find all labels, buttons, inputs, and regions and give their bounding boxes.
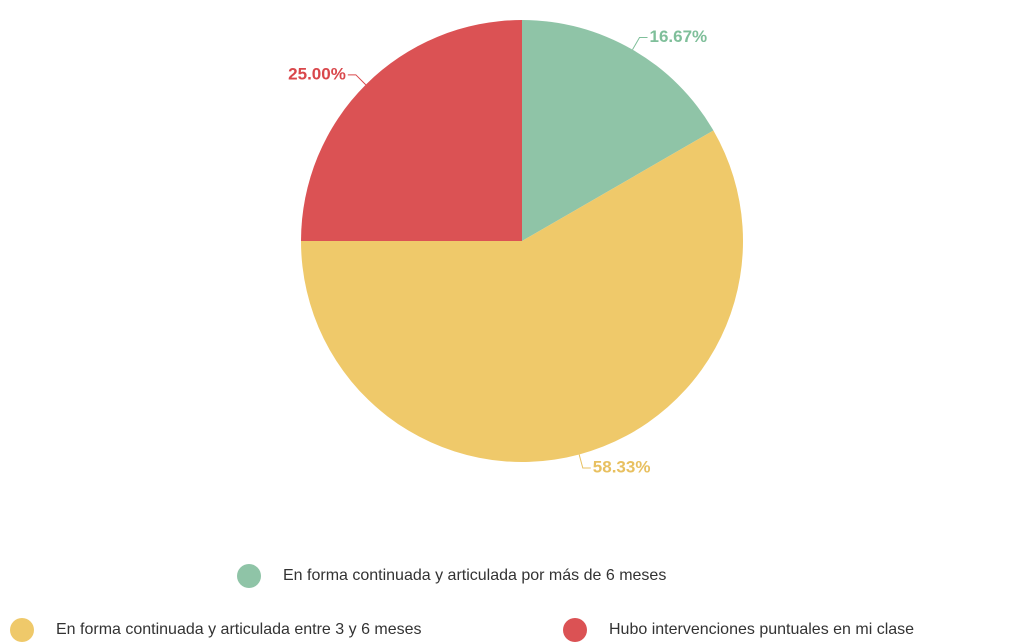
data-label: 16.67% xyxy=(650,27,708,46)
data-label: 58.33% xyxy=(593,457,651,476)
leader-line xyxy=(578,454,591,469)
legend-swatch xyxy=(237,564,261,588)
pie-slice xyxy=(522,20,714,241)
legend-label: Hubo intervenciones puntuales en mi clas… xyxy=(609,621,914,638)
leader-line xyxy=(347,74,367,86)
data-label: 25.00% xyxy=(288,64,346,83)
legend-swatch xyxy=(563,618,587,642)
legend-label: En forma continuada y articulada entre 3… xyxy=(56,621,422,638)
pie-slice xyxy=(301,20,522,241)
legend-label: En forma continuada y articulada por más… xyxy=(283,567,666,584)
pie-slice xyxy=(301,130,744,463)
leader-line xyxy=(632,36,648,50)
legend-swatch xyxy=(10,618,34,642)
